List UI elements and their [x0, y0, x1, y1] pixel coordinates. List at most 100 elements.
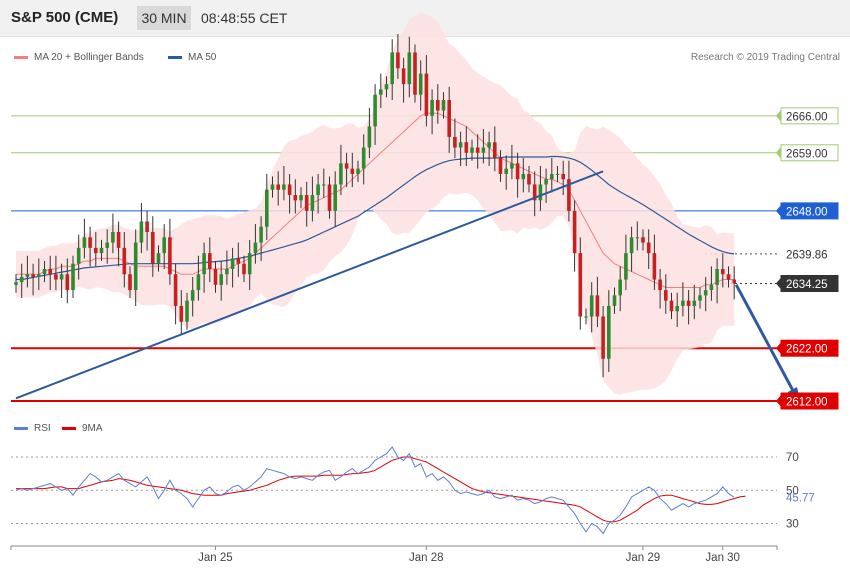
- candle-body: [48, 268, 52, 275]
- rsi-swatch: [14, 426, 28, 430]
- candle-body: [379, 89, 383, 95]
- price-label-2622.00: 2622.00: [776, 339, 839, 357]
- candle-body: [37, 274, 41, 277]
- price-label-box: [780, 245, 839, 263]
- candle-body: [396, 52, 400, 69]
- candle-body: [139, 221, 144, 243]
- candle-body: [304, 195, 309, 211]
- candle-body: [151, 232, 155, 264]
- candle-body: [54, 274, 58, 280]
- candle-body: [721, 268, 725, 275]
- candle-body: [481, 147, 486, 153]
- price-label-box: [780, 144, 839, 162]
- candle-body: [618, 279, 622, 296]
- candles: [14, 33, 736, 378]
- candle-body: [350, 168, 355, 174]
- candle-body: [265, 189, 269, 227]
- price-label-text: 2612.00: [786, 397, 828, 409]
- rsi-ma9-line: [16, 456, 746, 523]
- candle-body: [390, 52, 394, 85]
- ma20-swatch: [14, 55, 28, 59]
- price-label-2612.00: 2612.00: [776, 392, 839, 410]
- candle-body: [384, 84, 389, 90]
- candle-body: [31, 274, 35, 277]
- candle-body: [276, 184, 280, 190]
- candle-body: [601, 316, 605, 359]
- candle-body: [515, 163, 520, 180]
- candle-body: [504, 168, 508, 174]
- candle-body: [664, 290, 668, 301]
- legend-9ma-label: 9MA: [82, 423, 103, 434]
- x-axis-label: Jan 28: [409, 552, 444, 564]
- candle-body: [19, 276, 24, 283]
- candle-body: [333, 184, 337, 211]
- candle-body: [646, 242, 651, 254]
- candle-body: [310, 195, 315, 211]
- candle-body: [635, 237, 640, 239]
- bollinger-band: [16, 12, 735, 395]
- candle-body: [179, 305, 184, 322]
- candle-body: [607, 305, 611, 359]
- candle-body: [293, 195, 298, 201]
- candle-body: [550, 173, 554, 180]
- candle-body: [538, 184, 543, 201]
- candle-body: [344, 163, 349, 169]
- candle-body: [190, 290, 195, 301]
- candle-body: [458, 142, 463, 148]
- candle-body: [322, 184, 326, 186]
- timeframe-button[interactable]: 30 MIN: [137, 6, 191, 30]
- candle-body: [681, 300, 685, 306]
- candle-body: [612, 295, 617, 306]
- candle-body: [487, 142, 491, 148]
- candle-body: [567, 179, 571, 211]
- candle-body: [213, 268, 218, 285]
- candle-body: [510, 163, 514, 169]
- candle-body: [208, 253, 212, 269]
- candle-body: [76, 247, 81, 264]
- candle-body: [430, 99, 434, 116]
- candle-body: [270, 184, 275, 190]
- rsi-last-value: 45.77: [786, 492, 815, 504]
- price-label-text: 2634.25: [786, 279, 828, 291]
- candle-body: [595, 295, 600, 317]
- candle-body: [59, 274, 64, 280]
- candle-body: [219, 274, 223, 285]
- clock-time: 08:48:55 CET: [201, 10, 288, 26]
- candle-body: [162, 237, 166, 254]
- legend-ma20: MA 20 + Bollinger Bands: [14, 52, 144, 63]
- candle-body: [686, 300, 691, 306]
- candle-body: [470, 147, 474, 153]
- candle-body: [373, 94, 377, 127]
- candle-body: [99, 247, 104, 254]
- candle-body: [584, 316, 588, 318]
- candle-body: [498, 158, 503, 174]
- legend-rsi: RSI: [14, 423, 51, 434]
- candle-body: [413, 52, 417, 95]
- candle-body: [418, 73, 423, 95]
- x-axis-label: Jan 30: [705, 552, 740, 564]
- candle-body: [356, 168, 360, 174]
- candle-body: [282, 184, 286, 190]
- candle-body: [242, 263, 246, 275]
- price-label-box: [780, 339, 839, 357]
- candle-body: [572, 210, 577, 254]
- candle-body: [669, 300, 674, 312]
- candle-body: [464, 142, 469, 153]
- price-label-2648.00: 2648.00: [776, 202, 839, 220]
- rsi-tick-label: 50: [786, 485, 799, 497]
- candle-body: [561, 173, 565, 180]
- candle-body: [14, 282, 18, 285]
- candle-body: [316, 184, 320, 196]
- candle-body: [247, 253, 252, 275]
- candle-body: [692, 300, 697, 306]
- candle-body: [407, 52, 412, 85]
- candle-body: [299, 195, 303, 201]
- candle-body: [709, 284, 714, 291]
- price-label-text: 2622.00: [786, 344, 828, 356]
- price-label-2659.00: 2659.00: [776, 144, 839, 162]
- candle-body: [156, 253, 161, 264]
- candle-body: [145, 221, 149, 233]
- ma9-swatch: [62, 426, 76, 430]
- legend-9ma: 9MA: [62, 423, 103, 434]
